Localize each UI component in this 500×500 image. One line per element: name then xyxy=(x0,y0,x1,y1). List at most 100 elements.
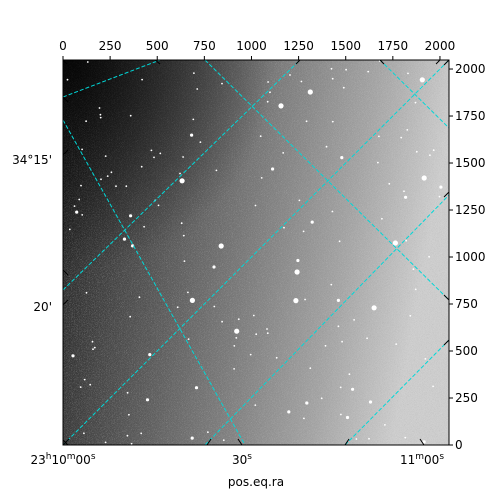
star xyxy=(300,80,303,83)
star xyxy=(338,240,341,243)
ra-tick-label-1: 23h10m00s xyxy=(30,452,95,467)
star xyxy=(159,152,162,155)
star xyxy=(182,234,185,237)
star xyxy=(129,214,133,218)
star xyxy=(422,440,426,444)
star xyxy=(68,228,71,231)
star xyxy=(428,255,430,258)
star xyxy=(340,413,342,416)
ra-tick-label-3: 11m00s xyxy=(400,452,444,467)
star xyxy=(260,177,263,179)
star xyxy=(83,432,85,435)
star xyxy=(282,152,285,154)
star xyxy=(83,378,86,381)
star xyxy=(235,337,238,339)
star xyxy=(330,283,333,286)
star xyxy=(179,178,185,184)
right-tick-label: 1500 xyxy=(455,156,486,170)
star xyxy=(115,185,117,188)
star xyxy=(419,77,425,83)
star xyxy=(153,156,155,159)
star xyxy=(180,222,183,225)
star xyxy=(403,190,405,193)
star xyxy=(310,220,314,224)
star xyxy=(129,114,132,117)
star xyxy=(255,333,258,336)
star xyxy=(298,199,301,202)
star xyxy=(110,171,113,174)
star xyxy=(252,314,255,317)
star xyxy=(353,319,355,321)
star xyxy=(305,401,309,405)
right-tick-label: 1750 xyxy=(455,109,486,123)
star xyxy=(283,226,285,229)
star xyxy=(66,78,69,81)
star xyxy=(237,318,240,321)
star xyxy=(331,77,334,80)
star xyxy=(143,225,146,228)
star xyxy=(207,431,209,434)
star xyxy=(130,442,133,445)
right-pixel-axis: 0 250 500 750 1000 1250 1500 1750 2000 xyxy=(449,62,486,452)
grid-line xyxy=(379,60,449,129)
top-tick-label: 1250 xyxy=(283,39,314,53)
star xyxy=(127,413,130,416)
star xyxy=(368,400,373,404)
star xyxy=(267,81,269,83)
star xyxy=(215,169,218,172)
top-tick-label: 1500 xyxy=(330,39,361,53)
star xyxy=(189,297,195,303)
star xyxy=(212,265,216,269)
star xyxy=(325,145,328,148)
star xyxy=(222,439,225,442)
star xyxy=(106,175,109,178)
star xyxy=(381,217,383,220)
star xyxy=(182,156,185,158)
star xyxy=(104,441,107,444)
star xyxy=(305,120,308,123)
star xyxy=(89,383,92,386)
star xyxy=(148,353,152,357)
star xyxy=(388,182,391,185)
star xyxy=(140,432,143,435)
top-tick-label: 500 xyxy=(146,39,169,53)
star xyxy=(351,387,355,391)
star xyxy=(126,391,129,394)
star xyxy=(91,340,94,343)
star xyxy=(406,129,409,131)
star-field xyxy=(66,60,443,445)
top-tick-label: 2000 xyxy=(425,39,456,53)
star xyxy=(412,268,415,270)
star xyxy=(234,328,240,334)
star xyxy=(377,161,379,164)
star xyxy=(303,417,305,420)
star xyxy=(432,385,434,388)
star xyxy=(126,434,129,437)
star xyxy=(190,133,194,137)
star xyxy=(432,149,435,152)
star xyxy=(71,354,75,358)
star xyxy=(438,195,441,198)
star xyxy=(221,82,223,85)
top-pixel-axis: 0 250 500 750 1000 1250 1500 1750 2000 xyxy=(59,39,455,60)
right-tick-label: 2000 xyxy=(455,62,486,76)
star xyxy=(294,269,300,275)
star xyxy=(302,230,305,233)
star xyxy=(415,150,418,153)
star xyxy=(275,356,278,359)
star xyxy=(99,116,102,119)
star xyxy=(141,78,144,81)
star xyxy=(187,291,189,294)
grid-line xyxy=(204,60,449,301)
star xyxy=(254,404,257,406)
star xyxy=(145,398,150,402)
sky-image xyxy=(63,60,449,445)
star xyxy=(404,195,408,199)
star xyxy=(86,61,89,63)
star xyxy=(293,298,299,304)
star xyxy=(140,165,143,168)
grid-line xyxy=(63,60,449,445)
right-tick-label: 500 xyxy=(455,344,478,358)
star xyxy=(271,167,275,171)
star xyxy=(78,198,81,201)
